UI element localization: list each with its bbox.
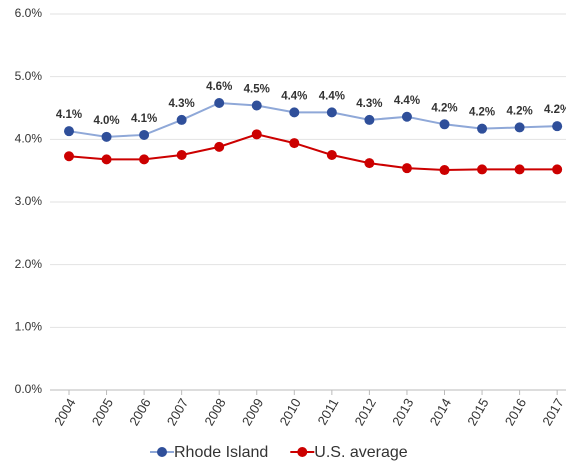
point — [326, 107, 337, 118]
point — [139, 129, 150, 140]
x-tick-label: 2009 — [239, 396, 266, 429]
point — [101, 154, 112, 165]
x-tick-label: 2007 — [164, 396, 191, 429]
x-tick-label: 2014 — [427, 396, 454, 429]
data-label: 4.5% — [244, 84, 270, 96]
x-tick-label: 2006 — [126, 396, 153, 429]
x-tick-label: 2015 — [464, 396, 491, 429]
point — [401, 163, 412, 174]
data-label: 4.2% — [506, 105, 532, 117]
y-tick-label: 4.0% — [15, 132, 43, 146]
y-tick-label: 1.0% — [15, 320, 43, 334]
legend-marker — [297, 447, 308, 457]
y-tick-label: 0.0% — [15, 382, 43, 396]
point — [364, 158, 375, 169]
data-label: 4.4% — [281, 90, 307, 102]
legend-label: Rhode Island — [174, 444, 268, 461]
point — [176, 114, 187, 125]
point — [552, 121, 563, 132]
point — [477, 164, 488, 175]
point — [364, 114, 375, 125]
point — [289, 107, 300, 118]
series-line — [68, 133, 558, 172]
point — [139, 154, 150, 165]
point — [251, 129, 262, 140]
y-tick-label: 2.0% — [15, 257, 43, 271]
point — [477, 123, 488, 134]
legend-label: U.S. average — [314, 444, 407, 461]
data-label: 4.4% — [319, 90, 345, 102]
point — [251, 100, 262, 111]
data-label: 4.2% — [431, 102, 457, 114]
y-tick-label: 3.0% — [15, 194, 43, 208]
point — [514, 164, 525, 175]
point — [439, 165, 450, 176]
point — [326, 150, 337, 160]
x-tick-label: 2008 — [201, 396, 228, 429]
y-tick-label: 6.0% — [15, 6, 43, 20]
x-tick-label: 2017 — [539, 396, 566, 429]
point — [289, 138, 300, 149]
series-line — [68, 101, 558, 138]
data-label: 4.0% — [93, 115, 119, 127]
data-label: 4.6% — [206, 81, 232, 93]
point — [214, 97, 225, 108]
point — [439, 119, 450, 130]
x-tick-label: 2012 — [352, 396, 379, 429]
point — [401, 111, 412, 122]
x-tick-label: 2004 — [51, 396, 78, 429]
point — [101, 131, 112, 142]
point — [64, 126, 74, 137]
data-label: 4.2% — [469, 107, 495, 119]
x-tick-label: 2005 — [89, 396, 116, 429]
point — [214, 141, 225, 152]
data-label: 4.2% — [544, 104, 566, 116]
data-label: 4.1% — [131, 113, 157, 125]
point — [64, 151, 74, 162]
x-tick-label: 2013 — [389, 396, 416, 429]
data-label: 4.3% — [169, 98, 195, 110]
data-label: 4.4% — [394, 95, 420, 107]
data-label: 4.1% — [56, 109, 82, 121]
data-label: 4.3% — [356, 98, 382, 110]
legend-marker — [157, 447, 167, 457]
point — [514, 122, 525, 133]
x-tick-label: 2011 — [314, 396, 341, 428]
x-tick-label: 2010 — [276, 396, 303, 429]
point — [552, 164, 563, 175]
point — [176, 150, 187, 160]
x-tick-label: 2016 — [502, 396, 529, 429]
y-tick-label: 5.0% — [15, 69, 43, 83]
